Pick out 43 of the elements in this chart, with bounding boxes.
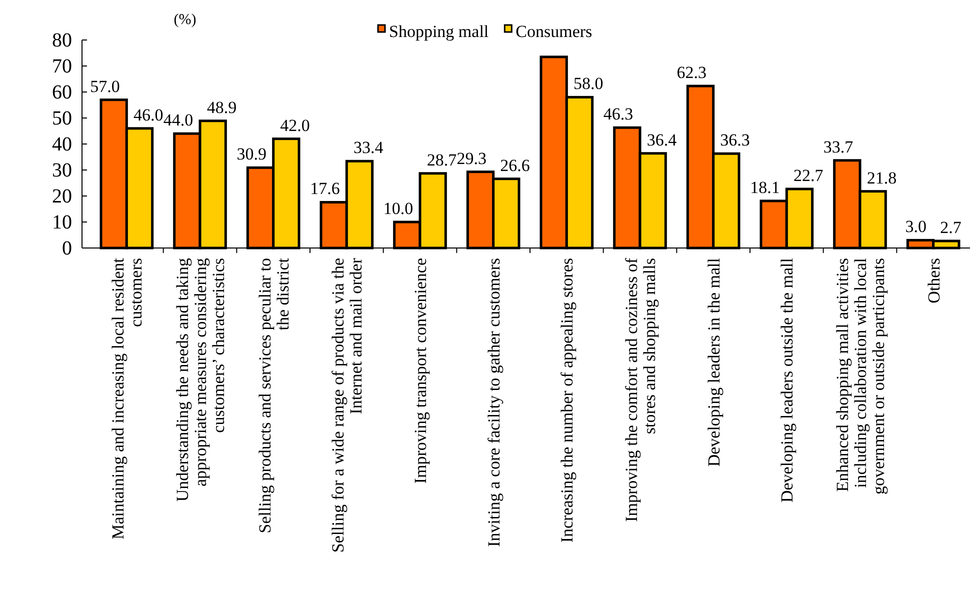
y-axis-title: (%) (174, 12, 196, 28)
y-tick-label: 80 (52, 29, 72, 52)
y-tick-label: 30 (52, 159, 72, 182)
data-label: 33.7 (823, 137, 854, 156)
data-label: 21.8 (866, 168, 897, 188)
x-tick-label: Developing leaders in the mall (704, 258, 724, 467)
data-label: 26.6 (500, 156, 530, 175)
data-label: 33.4 (354, 138, 384, 158)
data-label: 57.0 (90, 76, 120, 96)
y-tick-label: 70 (52, 55, 72, 78)
data-label: 17.6 (310, 179, 340, 198)
data-label: 29.3 (456, 148, 486, 168)
data-label: 46.0 (134, 105, 164, 124)
x-tick-label: Others (924, 258, 944, 304)
x-tick-label: Inviting a core facility to gather customers (484, 258, 504, 547)
x-tick-label: Improving transport convenience (411, 258, 430, 484)
legend-label: Shopping mall (389, 22, 489, 41)
y-tick-label: 10 (52, 211, 72, 234)
data-label: 30.9 (236, 144, 266, 164)
data-label: 46.3 (603, 104, 634, 124)
x-tick-label: Increasing the number of appealing stores (558, 258, 577, 543)
y-tick-label: 0 (62, 237, 72, 260)
data-label: 28.7 (426, 150, 458, 170)
y-tick-label: 50 (52, 107, 72, 130)
data-label: 22.7 (794, 166, 824, 185)
x-tick-label: Developing leaders outside the mall (778, 258, 797, 503)
data-label: 10.0 (383, 199, 414, 218)
x-tick-label: Maintaining and increasing local resident customers (108, 258, 146, 540)
data-label: 44.0 (163, 110, 194, 130)
data-label: 36.3 (720, 130, 750, 150)
data-label: 58.0 (574, 74, 604, 94)
data-label: 62.3 (676, 63, 706, 82)
data-label: 48.9 (206, 98, 237, 117)
y-tick-label: 40 (52, 133, 72, 156)
y-tick-label: 60 (52, 81, 72, 104)
data-label: 36.4 (646, 130, 678, 150)
data-label: 2.7 (940, 218, 962, 237)
data-label: 18.1 (750, 178, 780, 197)
y-tick-label: 20 (52, 185, 72, 208)
data-label: 42.0 (280, 116, 310, 135)
x-tick-label: Improving the comfort and coziness of stores and shopping malls (622, 258, 659, 522)
data-label: 3.0 (905, 217, 926, 236)
legend-label: Consumers (516, 22, 592, 41)
